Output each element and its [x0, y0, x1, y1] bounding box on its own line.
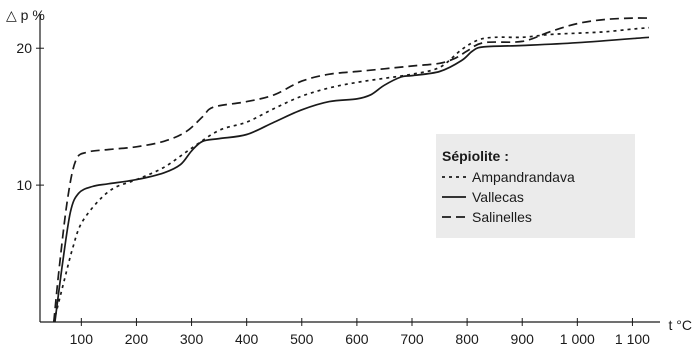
- x-tick-label: 300: [180, 331, 204, 347]
- x-axis-title: t °C: [669, 317, 693, 333]
- legend-box: [436, 134, 635, 238]
- x-tick-label: 900: [511, 331, 535, 347]
- series-group: [52, 17, 650, 323]
- x-tick-label: 1 000: [560, 331, 595, 347]
- x-tick-label: 100: [70, 331, 94, 347]
- y-tick-label: 20: [16, 40, 32, 56]
- y-axis-title: △ p %: [6, 7, 45, 23]
- y-tick-label: 10: [16, 177, 32, 193]
- x-tick-label: 200: [125, 331, 149, 347]
- x-tick-label: 500: [290, 331, 314, 347]
- legend-title: Sépiolite :: [442, 148, 509, 164]
- series-line-salinelles: [52, 17, 650, 323]
- legend-label-vallecas: Vallecas: [472, 189, 524, 205]
- x-tick-label: 400: [235, 331, 259, 347]
- legend-label-salinelles: Salinelles: [472, 209, 532, 225]
- legend-label-ampandrandava: Ampandrandava: [472, 169, 575, 185]
- legend: Sépiolite : Ampandrandava Vallecas Salinell…: [436, 134, 635, 238]
- x-tick-label: 600: [345, 331, 369, 347]
- x-tick-label: 800: [455, 331, 479, 347]
- axes: 100 200 300 400 500 600 700 800 900 1 000 1 100 10 2…: [6, 7, 692, 347]
- x-tick-label: 1 100: [615, 331, 650, 347]
- series-line-vallecas: [54, 36, 650, 323]
- x-tick-label: 700: [400, 331, 424, 347]
